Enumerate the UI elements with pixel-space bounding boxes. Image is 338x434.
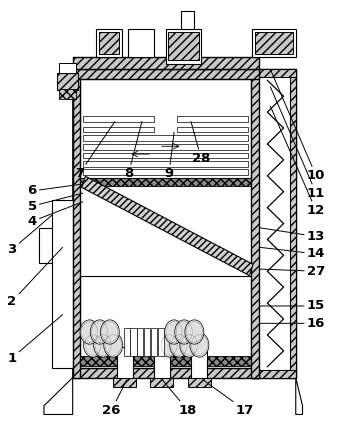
- Circle shape: [100, 320, 119, 344]
- Bar: [181, 11, 194, 29]
- Bar: [73, 69, 259, 79]
- Bar: [128, 29, 154, 57]
- Circle shape: [180, 333, 199, 357]
- Bar: [251, 69, 259, 378]
- Text: 8: 8: [124, 122, 142, 180]
- Bar: [83, 116, 154, 122]
- Circle shape: [185, 320, 204, 344]
- Bar: [83, 153, 248, 158]
- Bar: [83, 135, 248, 141]
- Bar: [83, 169, 248, 175]
- Bar: [154, 347, 170, 378]
- Circle shape: [165, 320, 184, 344]
- Bar: [83, 144, 248, 150]
- Circle shape: [190, 333, 209, 357]
- Bar: [73, 69, 80, 378]
- Bar: [191, 347, 207, 378]
- Bar: [99, 32, 119, 54]
- Circle shape: [90, 320, 109, 344]
- Polygon shape: [44, 378, 73, 414]
- Bar: [177, 116, 248, 122]
- Bar: [252, 69, 258, 378]
- Bar: [73, 57, 259, 69]
- Bar: [117, 347, 133, 378]
- Bar: [252, 29, 296, 57]
- Polygon shape: [296, 378, 303, 414]
- Text: 5: 5: [28, 193, 83, 213]
- Text: 27: 27: [260, 265, 325, 278]
- Text: 15: 15: [260, 299, 325, 312]
- Bar: [83, 161, 248, 167]
- Text: 18: 18: [162, 380, 197, 417]
- Bar: [255, 32, 293, 54]
- Text: 2: 2: [7, 247, 63, 308]
- Text: 26: 26: [102, 380, 127, 417]
- Bar: [168, 32, 199, 60]
- Circle shape: [83, 333, 102, 357]
- Text: 28: 28: [191, 122, 210, 165]
- Text: 16: 16: [260, 317, 325, 330]
- Bar: [252, 69, 296, 378]
- Bar: [158, 328, 164, 356]
- Text: 11: 11: [270, 87, 325, 200]
- Bar: [124, 328, 130, 356]
- Bar: [96, 29, 122, 57]
- Bar: [151, 328, 157, 356]
- Bar: [73, 368, 259, 378]
- Bar: [130, 328, 137, 356]
- Bar: [59, 63, 76, 73]
- Text: 7: 7: [75, 122, 115, 180]
- Text: 10: 10: [270, 69, 325, 182]
- Bar: [252, 370, 296, 378]
- Text: 9: 9: [165, 132, 174, 180]
- Bar: [144, 328, 150, 356]
- Bar: [150, 378, 173, 387]
- Bar: [83, 127, 154, 132]
- Bar: [166, 29, 201, 64]
- Text: 6: 6: [27, 184, 79, 197]
- Bar: [113, 378, 136, 387]
- Bar: [252, 69, 296, 77]
- Bar: [137, 328, 143, 356]
- Bar: [80, 356, 251, 366]
- Bar: [59, 89, 76, 99]
- Bar: [290, 69, 296, 378]
- Circle shape: [94, 333, 113, 357]
- Bar: [57, 73, 78, 90]
- Bar: [80, 276, 251, 368]
- Bar: [80, 178, 251, 186]
- Text: 3: 3: [7, 215, 52, 256]
- Text: 14: 14: [260, 247, 325, 260]
- Text: 1: 1: [7, 315, 63, 365]
- Polygon shape: [82, 176, 253, 276]
- Circle shape: [160, 333, 178, 357]
- Bar: [80, 79, 251, 178]
- Bar: [188, 378, 211, 387]
- Text: 12: 12: [270, 106, 325, 217]
- Text: 17: 17: [203, 380, 254, 417]
- Circle shape: [170, 333, 189, 357]
- Circle shape: [104, 333, 123, 357]
- Text: 4: 4: [27, 202, 83, 228]
- Text: 13: 13: [260, 228, 325, 243]
- Bar: [177, 127, 248, 132]
- Polygon shape: [39, 200, 73, 368]
- Circle shape: [80, 320, 99, 344]
- Circle shape: [175, 320, 194, 344]
